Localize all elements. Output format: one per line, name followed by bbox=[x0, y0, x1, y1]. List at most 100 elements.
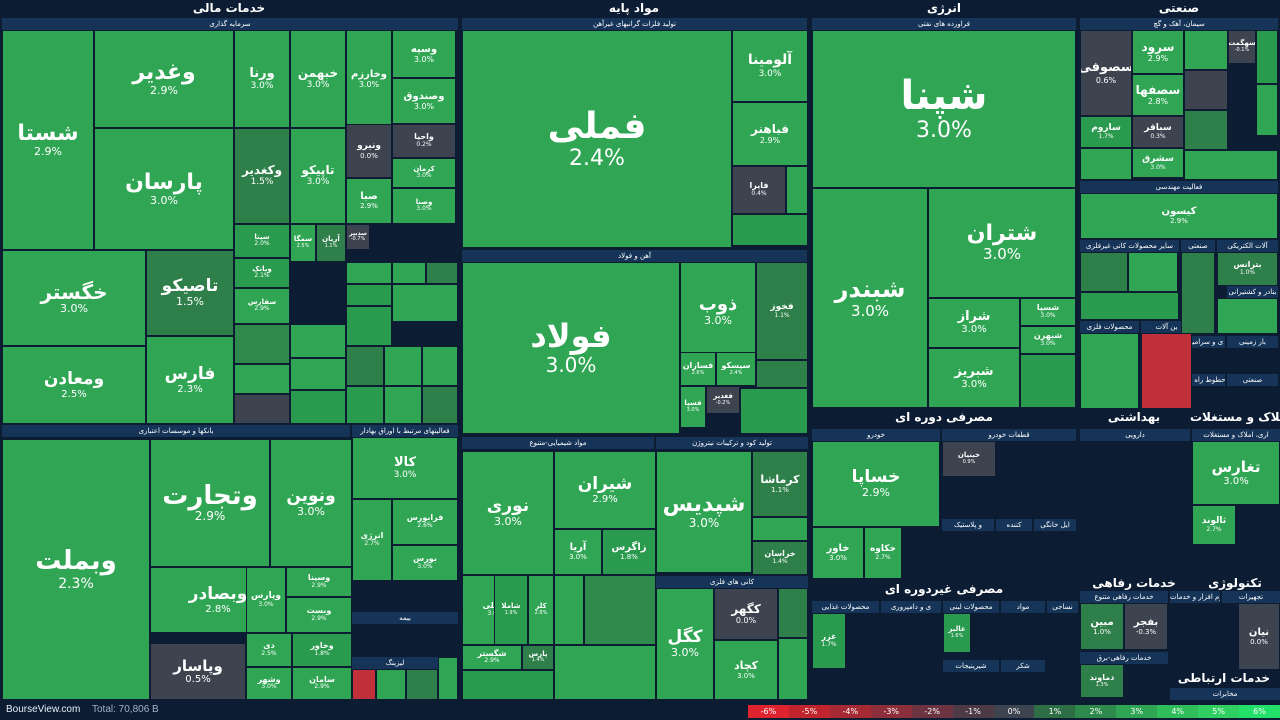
stock-tile-unlabeled[interactable] bbox=[1184, 30, 1228, 70]
stock-tile-unlabeled[interactable] bbox=[1128, 252, 1178, 292]
stock-tile-unlabeled[interactable] bbox=[554, 645, 656, 700]
stock-tile-unlabeled[interactable] bbox=[392, 262, 426, 284]
stock-tile[interactable]: شستا 2.9% bbox=[2, 30, 94, 250]
stock-tile[interactable]: سشرق 3.0% bbox=[1132, 148, 1184, 178]
stock-tile-unlabeled[interactable] bbox=[346, 262, 392, 284]
stock-tile-unlabeled[interactable] bbox=[1181, 252, 1215, 334]
stock-tile-unlabeled[interactable] bbox=[778, 638, 808, 700]
stock-tile-unlabeled[interactable] bbox=[1256, 84, 1278, 136]
stock-tile[interactable]: سمگا 2.5% bbox=[290, 224, 316, 262]
stock-tile[interactable]: کگهر 0.0% bbox=[714, 588, 778, 640]
stock-tile[interactable]: فسپا 3.0% bbox=[680, 386, 706, 428]
stock-tile[interactable]: وغدیر 2.9% bbox=[94, 30, 234, 128]
stock-tile[interactable]: انرژی 2.7% bbox=[352, 499, 392, 581]
stock-tile[interactable]: ونوین 3.0% bbox=[270, 439, 352, 567]
stock-tile-unlabeled[interactable] bbox=[1020, 354, 1076, 408]
stock-tile-unlabeled[interactable] bbox=[1080, 292, 1179, 320]
stock-tile[interactable]: زاگرس 1.8% bbox=[602, 529, 656, 575]
stock-tile[interactable]: سهگمت -0.1% bbox=[1228, 30, 1256, 64]
stock-tile-unlabeled[interactable] bbox=[1080, 333, 1139, 409]
stock-tile[interactable]: تاپیکو 3.0% bbox=[290, 128, 346, 224]
stock-tile-unlabeled[interactable] bbox=[384, 346, 422, 386]
stock-tile[interactable]: خراسان 1.4% bbox=[752, 541, 808, 575]
stock-tile[interactable]: سدبیر -0.7% bbox=[346, 224, 370, 250]
stock-tile[interactable]: پارسان 3.0% bbox=[94, 128, 234, 250]
stock-tile-unlabeled[interactable] bbox=[384, 386, 422, 424]
stock-tile[interactable]: وسپه 3.0% bbox=[392, 30, 456, 78]
stock-tile-unlabeled[interactable] bbox=[1256, 30, 1278, 84]
stock-tile[interactable]: دماوند 1.3% bbox=[1080, 664, 1124, 698]
stock-tile[interactable]: خبنیان 0.9% bbox=[942, 441, 996, 477]
stock-tile[interactable]: شبندر 3.0% bbox=[812, 188, 928, 408]
stock-tile[interactable]: دی 2.5% bbox=[246, 633, 292, 667]
stock-tile[interactable]: وخارزم 3.0% bbox=[346, 30, 392, 128]
stock-tile[interactable]: فایرا 0.4% bbox=[732, 166, 786, 214]
stock-tile[interactable]: نیان 0.0% bbox=[1238, 603, 1280, 670]
stock-tile-unlabeled[interactable] bbox=[346, 284, 392, 306]
stock-tile[interactable]: کالا 3.0% bbox=[352, 437, 458, 499]
stock-tile[interactable]: فملی 2.4% bbox=[462, 30, 732, 248]
stock-tile[interactable]: شپنا 3.0% bbox=[812, 30, 1076, 188]
stock-tile[interactable]: کرمان 3.0% bbox=[392, 158, 456, 188]
stock-tile[interactable]: پارس 1.4% bbox=[522, 645, 554, 670]
stock-tile[interactable]: خاور 3.0% bbox=[812, 527, 864, 579]
stock-tile[interactable]: شپدیس 3.0% bbox=[656, 451, 752, 573]
stock-tile-unlabeled[interactable] bbox=[786, 166, 808, 214]
stock-tile[interactable]: آلومینا 3.0% bbox=[732, 30, 808, 102]
stock-tile[interactable]: وپاسار 0.5% bbox=[150, 643, 246, 700]
stock-tile[interactable]: سیسکو 2.4% bbox=[716, 352, 756, 386]
stock-tile[interactable]: بترانس 1.0% bbox=[1217, 252, 1278, 286]
stock-tile[interactable]: شبهرن 3.0% bbox=[1020, 326, 1076, 354]
stock-tile-unlabeled[interactable] bbox=[290, 358, 346, 390]
stock-tile[interactable]: کچاد 3.0% bbox=[714, 640, 778, 700]
stock-tile[interactable]: مبین 1.0% bbox=[1080, 603, 1124, 650]
stock-tile[interactable]: وبانک 2.1% bbox=[234, 258, 290, 288]
stock-tile[interactable]: ثالوند 2.7% bbox=[1192, 505, 1236, 545]
stock-tile[interactable]: فارس 2.3% bbox=[146, 336, 234, 424]
stock-tile[interactable]: شاملا 1.9% bbox=[494, 575, 528, 645]
stock-tile[interactable]: سرود 2.9% bbox=[1132, 30, 1184, 74]
stock-tile-unlabeled[interactable] bbox=[1080, 148, 1132, 180]
stock-tile[interactable]: خبهمن 3.0% bbox=[290, 30, 346, 128]
stock-tile[interactable]: ومعادن 2.5% bbox=[2, 346, 146, 424]
stock-tile[interactable]: سیتا 2.0% bbox=[234, 224, 290, 258]
stock-tile-unlabeled[interactable] bbox=[752, 517, 808, 541]
stock-tile[interactable]: سصفها 2.8% bbox=[1132, 74, 1184, 116]
stock-tile[interactable]: فسازان 2.6% bbox=[680, 352, 716, 386]
stock-tile[interactable]: سامان 2.9% bbox=[292, 667, 352, 700]
stock-tile[interactable]: شسپا 3.0% bbox=[1020, 298, 1076, 326]
stock-tile[interactable]: ذوب 3.0% bbox=[680, 262, 756, 360]
stock-tile-unlabeled[interactable] bbox=[346, 306, 392, 346]
stock-tile[interactable]: ونیرو 0.0% bbox=[346, 124, 392, 178]
stock-tile-unlabeled[interactable] bbox=[290, 390, 346, 424]
stock-tile-unlabeled[interactable] bbox=[352, 669, 376, 700]
stock-tile[interactable]: شبریز 3.0% bbox=[928, 348, 1020, 408]
stock-tile[interactable]: آریا 3.0% bbox=[554, 529, 602, 575]
stock-tile[interactable]: وخاور 1.8% bbox=[292, 633, 352, 667]
stock-tile[interactable]: صبا 2.9% bbox=[346, 178, 392, 224]
stock-tile[interactable]: سفارس 2.9% bbox=[234, 288, 290, 324]
stock-tile-unlabeled[interactable] bbox=[1080, 252, 1128, 292]
stock-tile-unlabeled[interactable] bbox=[346, 386, 384, 424]
stock-tile-unlabeled[interactable] bbox=[290, 324, 346, 358]
stock-tile[interactable]: وسینا 2.9% bbox=[286, 567, 352, 597]
stock-tile-unlabeled[interactable] bbox=[392, 284, 458, 322]
stock-tile-unlabeled[interactable] bbox=[426, 262, 458, 284]
stock-tile[interactable]: بورس 3.0% bbox=[392, 545, 458, 581]
stock-tile[interactable]: سصوفی 0.6% bbox=[1080, 30, 1132, 116]
stock-tile[interactable]: وشهر 3.0% bbox=[246, 667, 292, 700]
stock-tile-unlabeled[interactable] bbox=[234, 324, 290, 364]
stock-tile[interactable]: کلر 2.8% bbox=[528, 575, 554, 645]
stock-tile-unlabeled[interactable] bbox=[778, 588, 808, 638]
stock-tile[interactable]: غزر 1.7% bbox=[812, 613, 846, 669]
stock-tile[interactable]: کرماشا 1.1% bbox=[752, 451, 808, 517]
stock-tile[interactable]: وبست 2.9% bbox=[286, 597, 352, 633]
stock-tile[interactable]: وپارس 3.0% bbox=[246, 567, 286, 633]
stock-tile-unlabeled[interactable] bbox=[422, 346, 458, 386]
stock-tile-unlabeled[interactable] bbox=[584, 575, 656, 645]
stock-tile-unlabeled[interactable] bbox=[1141, 333, 1192, 409]
stock-tile[interactable]: وکغدیر 1.5% bbox=[234, 128, 290, 224]
stock-tile[interactable]: غالبر 1.6% bbox=[943, 613, 971, 653]
stock-tile[interactable]: آریان 1.1% bbox=[316, 224, 346, 262]
stock-tile[interactable]: شگستر 2.9% bbox=[462, 645, 522, 670]
